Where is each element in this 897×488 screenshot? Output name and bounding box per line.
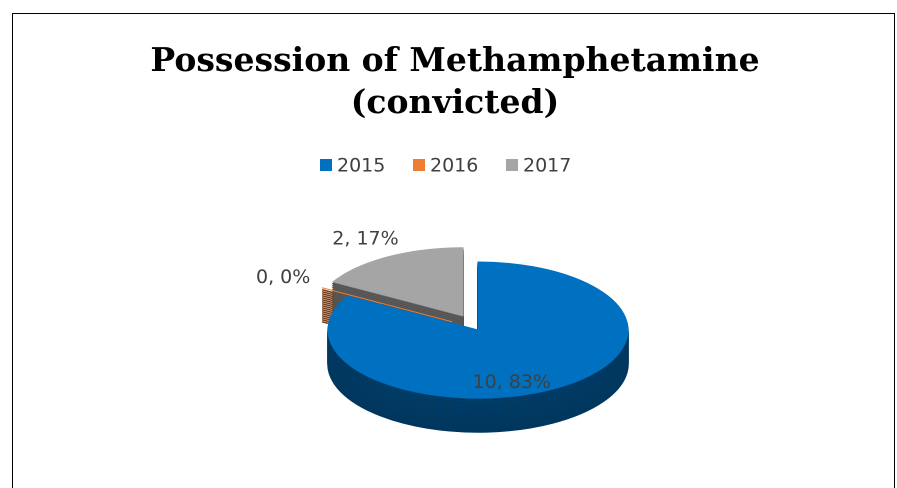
data-label: 0, 0% <box>256 266 310 288</box>
slice <box>331 247 464 317</box>
legend-label: 2015 <box>337 155 385 177</box>
chart-title: Possession of Methamphetamine <box>150 40 759 79</box>
legend-label: 2017 <box>523 155 571 177</box>
legend-swatch <box>506 159 518 171</box>
data-label: 10, 83% <box>473 371 552 393</box>
chart-title: (convicted) <box>351 82 559 121</box>
legend-swatch <box>320 159 332 171</box>
legend-swatch <box>413 159 425 171</box>
data-label: 2, 17% <box>332 228 398 250</box>
legend-label: 2016 <box>430 155 478 177</box>
slice <box>327 261 629 399</box>
